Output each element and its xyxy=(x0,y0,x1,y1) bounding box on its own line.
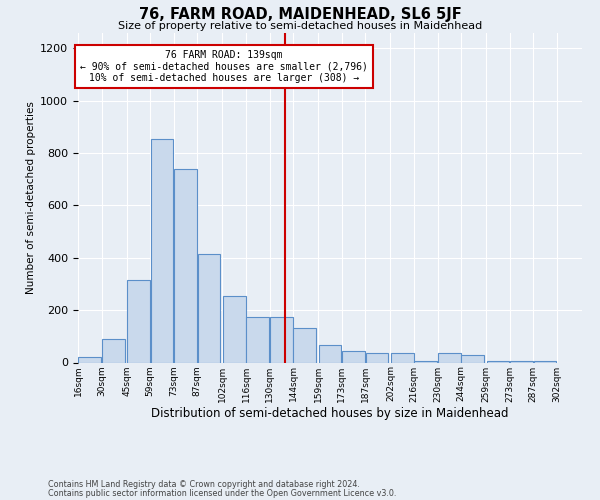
Bar xyxy=(102,339,125,362)
Text: Contains HM Land Registry data © Crown copyright and database right 2024.: Contains HM Land Registry data © Crown c… xyxy=(48,480,360,489)
Bar xyxy=(438,354,461,362)
Bar xyxy=(342,350,365,362)
Y-axis label: Number of semi-detached properties: Number of semi-detached properties xyxy=(26,101,36,294)
Text: Contains public sector information licensed under the Open Government Licence v3: Contains public sector information licen… xyxy=(48,489,397,498)
Text: 76 FARM ROAD: 139sqm
← 90% of semi-detached houses are smaller (2,796)
10% of se: 76 FARM ROAD: 139sqm ← 90% of semi-detac… xyxy=(80,50,368,82)
Bar xyxy=(510,361,533,362)
Bar xyxy=(487,361,509,362)
Bar xyxy=(247,316,269,362)
Bar xyxy=(533,361,556,362)
Bar xyxy=(319,346,341,362)
Bar xyxy=(151,138,173,362)
Text: Size of property relative to semi-detached houses in Maidenhead: Size of property relative to semi-detach… xyxy=(118,21,482,31)
Bar xyxy=(415,361,437,362)
Bar xyxy=(79,358,101,362)
Bar xyxy=(223,296,245,362)
Bar xyxy=(461,354,484,362)
Bar xyxy=(127,280,150,362)
Bar xyxy=(365,354,388,362)
Bar xyxy=(293,328,316,362)
Bar xyxy=(174,168,197,362)
Bar xyxy=(197,254,220,362)
X-axis label: Distribution of semi-detached houses by size in Maidenhead: Distribution of semi-detached houses by … xyxy=(151,407,509,420)
Bar xyxy=(270,316,293,362)
Text: 76, FARM ROAD, MAIDENHEAD, SL6 5JF: 76, FARM ROAD, MAIDENHEAD, SL6 5JF xyxy=(139,8,461,22)
Bar xyxy=(391,354,413,362)
